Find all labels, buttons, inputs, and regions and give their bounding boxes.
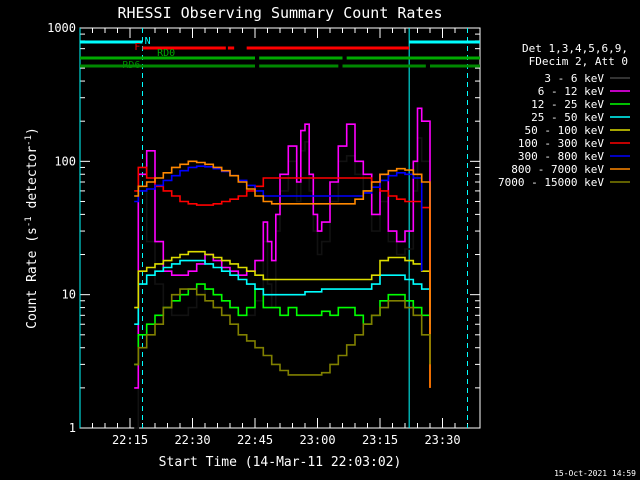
series-line-800-7000-keV bbox=[134, 160, 431, 388]
y-tick-label: 100 bbox=[54, 154, 76, 168]
legend-entry-label: 300 - 800 keV bbox=[518, 150, 604, 163]
y-label-part: detector bbox=[25, 146, 40, 217]
series-line-100-300-keV bbox=[134, 166, 431, 388]
x-tick-label: 22:15 bbox=[112, 433, 148, 447]
x-tick-label: 22:30 bbox=[174, 433, 210, 447]
series-line-6-12-keV bbox=[134, 107, 431, 389]
legend-entry-label: 100 - 300 keV bbox=[518, 137, 604, 150]
chart-title: RHESSI Observing Summary Count Rates bbox=[117, 4, 442, 22]
legend-entry-label: 7000 - 15000 keV bbox=[498, 176, 604, 189]
legend-header-line: FDecim 2, Att 0 bbox=[529, 55, 628, 68]
status-label-f: F bbox=[134, 42, 140, 53]
y-tick-label: 1 bbox=[69, 421, 76, 435]
series-line-50-100-keV bbox=[134, 250, 431, 309]
legend-entry-label: 50 - 100 keV bbox=[525, 124, 605, 137]
legend-entry-label: 800 - 7000 keV bbox=[511, 163, 604, 176]
legend-entry-label: 12 - 25 keV bbox=[531, 98, 604, 111]
status-label-rd0: RD0 bbox=[157, 48, 175, 59]
axes-frame: 1 10 100 1000 22:15 22:30 22:45 23:00 23:15 23:30 bbox=[47, 21, 481, 447]
legend-entry-label: 25 - 50 keV bbox=[531, 111, 604, 124]
y-axis-label: Count Rate (s-1 detector-1) bbox=[24, 127, 40, 329]
series-line-300-800-keV bbox=[134, 165, 423, 272]
series-line-7000-15000-keV bbox=[134, 288, 431, 376]
x-tick-label: 23:15 bbox=[362, 433, 398, 447]
y-label-part: Count Rate (s bbox=[25, 227, 40, 329]
legend-entry-label: 6 - 12 keV bbox=[538, 85, 605, 98]
series-line-3-6-keV bbox=[134, 137, 431, 429]
x-axis-label: Start Time (14-Mar-11 22:03:02) bbox=[159, 455, 402, 470]
y-label-part: -1 bbox=[24, 135, 34, 146]
series-line-25-50-keV bbox=[134, 259, 431, 325]
y-tick-label: 1000 bbox=[47, 21, 76, 35]
y-tick-label: 10 bbox=[62, 288, 76, 302]
legend-entry-label: 3 - 6 keV bbox=[544, 72, 604, 85]
x-tick-label: 23:30 bbox=[424, 433, 460, 447]
y-label-part: ) bbox=[25, 127, 40, 135]
y-label-part: -1 bbox=[24, 216, 34, 227]
x-tick-label: 22:45 bbox=[237, 433, 273, 447]
timestamp: 15-Oct-2021 14:59 bbox=[554, 469, 636, 478]
status-label-n: N bbox=[145, 36, 151, 47]
x-tick-label: 23:00 bbox=[299, 433, 335, 447]
series-line-12-25-keV bbox=[134, 283, 431, 366]
legend: Det 1,3,4,5,6,9,FDecim 2, Att 0 3 - 6 keV… bbox=[498, 42, 630, 189]
status-label-rd6: RD6 bbox=[122, 60, 140, 71]
legend-header-line: Det 1,3,4,5,6,9, bbox=[522, 42, 628, 55]
status-bars: NF RD0 RD6 bbox=[80, 36, 480, 71]
series-layer bbox=[134, 107, 431, 429]
